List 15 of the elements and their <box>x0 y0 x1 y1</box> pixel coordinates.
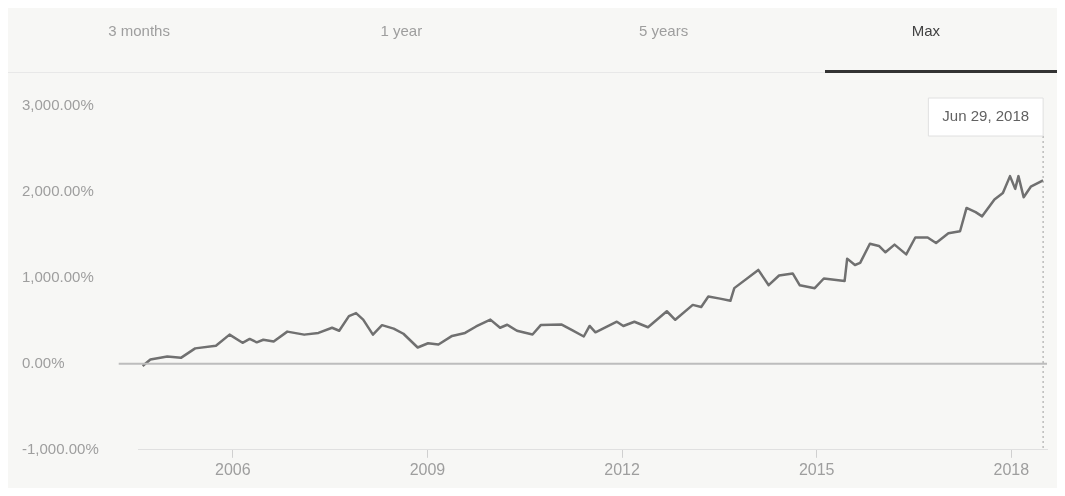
text: 5 years <box>639 22 689 39</box>
ref-line-label: Jun 29, 2018 <box>942 107 1030 125</box>
x-tick-label: 2009 <box>409 460 446 478</box>
y-tick-label: 2,000.00% <box>22 182 94 200</box>
text: Max <box>911 22 941 39</box>
y-tick-label: 1,000.00% <box>22 268 94 286</box>
text: 3 months <box>108 22 170 39</box>
x-tick-label: 2012 <box>604 460 640 478</box>
x-tick-label: 2015 <box>798 460 835 478</box>
x-tick-label: 2006 <box>215 460 251 478</box>
y-tick-label: -1,000.00% <box>22 439 99 457</box>
x-tick-label: 2018 <box>993 460 1030 478</box>
text: 1 year <box>380 22 423 39</box>
y-tick-label: 0.00% <box>22 353 65 371</box>
y-tick-label: 3,000.00% <box>22 96 94 114</box>
